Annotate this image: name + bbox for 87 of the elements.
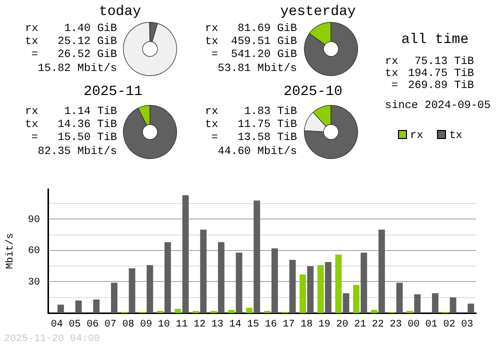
text: rx 1.40 GiB	[25, 23, 117, 35]
x-tick-label: 02	[443, 320, 456, 331]
bar	[200, 230, 207, 313]
bar	[317, 265, 324, 313]
bar	[342, 293, 350, 313]
x-tick-label: 07	[104, 320, 116, 331]
x-tick-label: 11	[176, 320, 188, 331]
text: = 541.20 GiB	[210, 49, 297, 62]
x-tick-label: 14	[229, 320, 242, 331]
y-tick-label: 30	[28, 277, 40, 288]
bar	[236, 252, 242, 313]
bar	[254, 200, 260, 313]
bar	[414, 294, 421, 313]
text: all time	[400, 32, 470, 48]
text: tx 459.51 GiB	[205, 36, 297, 49]
bar	[450, 297, 456, 313]
text: tx 14.36 TiB	[25, 119, 117, 131]
bar	[128, 268, 136, 313]
text: since 2024-09-05	[385, 100, 491, 113]
bar	[246, 308, 253, 313]
chart-title: yesterday	[279, 4, 357, 20]
x-tick-label: 19	[318, 320, 330, 331]
text: 53.81 Mbit/s	[218, 63, 297, 76]
bar	[432, 293, 438, 313]
bar	[300, 274, 306, 313]
legend-label: rx	[410, 130, 424, 142]
bar	[218, 242, 224, 313]
x-tick-label: 20	[336, 320, 348, 331]
x-tick-label: 09	[140, 320, 152, 331]
text: 44.60 Mbit/s	[218, 146, 297, 159]
x-tick-label: 08	[122, 320, 134, 331]
chart-title: today	[98, 4, 142, 20]
bar	[228, 310, 235, 313]
x-tick-label: 12	[194, 320, 206, 331]
text: rx 1.14 TiB	[25, 106, 117, 118]
text: rx 81.69 GiB	[205, 23, 297, 35]
text: tx 194.75 TiB	[385, 68, 474, 80]
x-tick-label: 00	[408, 320, 420, 331]
x-tick-label: 17	[282, 320, 295, 331]
x-tick-label: 05	[68, 320, 81, 331]
text: = 26.52 GiB	[31, 49, 117, 61]
bar	[370, 310, 378, 313]
bar	[378, 230, 385, 313]
bar	[335, 254, 342, 313]
y-axis-title: Mbit/s	[4, 232, 17, 270]
y-tick-label: 60	[28, 246, 40, 258]
x-tick-label: 01	[425, 320, 438, 331]
bar	[93, 299, 100, 313]
legend-label: tx	[449, 130, 462, 142]
chart-title: 2025-10	[282, 84, 344, 100]
x-tick-label: 16	[264, 320, 277, 331]
y-tick-label: 90	[28, 214, 40, 226]
bar	[289, 260, 296, 313]
text: = 269.89 TiB	[390, 80, 474, 93]
bar	[307, 266, 314, 313]
text: 82.35 Mbit/s	[38, 146, 117, 159]
x-tick-label: 21	[354, 320, 366, 331]
bar	[396, 282, 403, 313]
bar	[174, 308, 182, 313]
text: rx 1.83 TiB	[205, 106, 297, 118]
x-tick-label: 15	[247, 320, 260, 331]
bar	[468, 304, 474, 313]
bar	[353, 284, 360, 313]
bar	[164, 242, 171, 313]
bar	[324, 262, 332, 313]
x-tick-label: 10	[158, 320, 170, 331]
bar	[360, 252, 368, 313]
x-tick-label: 18	[300, 320, 313, 331]
bar	[57, 304, 64, 313]
bar	[182, 195, 189, 313]
x-tick-label: 13	[211, 320, 224, 331]
x-tick-label: 03	[461, 320, 474, 331]
x-tick-label: 23	[390, 320, 402, 331]
x-tick-label: 06	[86, 320, 99, 331]
chart-title: 2025-11	[82, 84, 144, 100]
x-tick-label: 22	[372, 320, 384, 331]
text: tx 11.75 TiB	[205, 119, 297, 131]
bar	[110, 282, 118, 313]
text: = 15.50 TiB	[31, 132, 117, 144]
text: 15.82 Mbit/s	[38, 63, 117, 76]
bar	[75, 300, 82, 313]
text: rx 75.13 TiB	[385, 56, 474, 68]
bar	[271, 248, 278, 313]
text: = 13.58 TiB	[211, 132, 297, 144]
x-tick-label: 04	[50, 320, 63, 331]
text: tx 25.12 GiB	[25, 36, 117, 48]
bar	[146, 265, 154, 313]
